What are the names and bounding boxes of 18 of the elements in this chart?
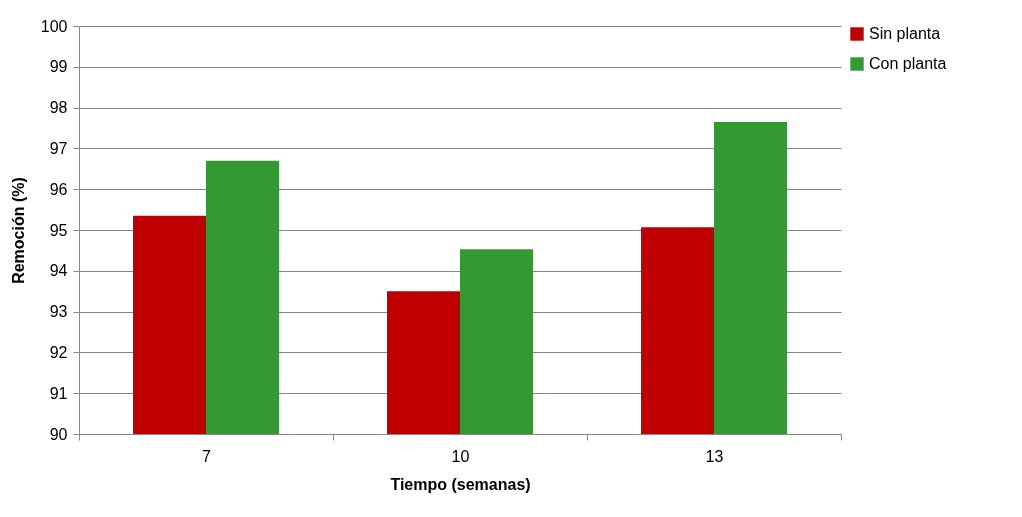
y-tick-label: 99 [49, 58, 68, 76]
y-tick-label: 95 [49, 221, 68, 239]
y-tick-label: 92 [49, 343, 68, 361]
legend-label: Sin planta [869, 25, 941, 42]
y-axis-title: Remoción (%) [9, 177, 27, 284]
y-tick-label: 96 [49, 180, 68, 198]
y-tick-label: 93 [49, 303, 68, 321]
y-tick-label: 90 [49, 425, 68, 443]
y-tick-label: 94 [49, 262, 68, 280]
x-tick-label: 7 [202, 447, 212, 465]
legend-label: Con planta [869, 55, 947, 72]
y-tick-label: 98 [49, 99, 68, 117]
y-tick-label: 97 [49, 139, 68, 157]
y-tick-label: 91 [49, 384, 68, 402]
y-tick-label: 100 [40, 17, 68, 35]
x-axis-title: Tiempo (semanas) [390, 475, 531, 493]
x-tick-label: 13 [705, 447, 724, 465]
x-tick-label: 10 [451, 447, 470, 465]
